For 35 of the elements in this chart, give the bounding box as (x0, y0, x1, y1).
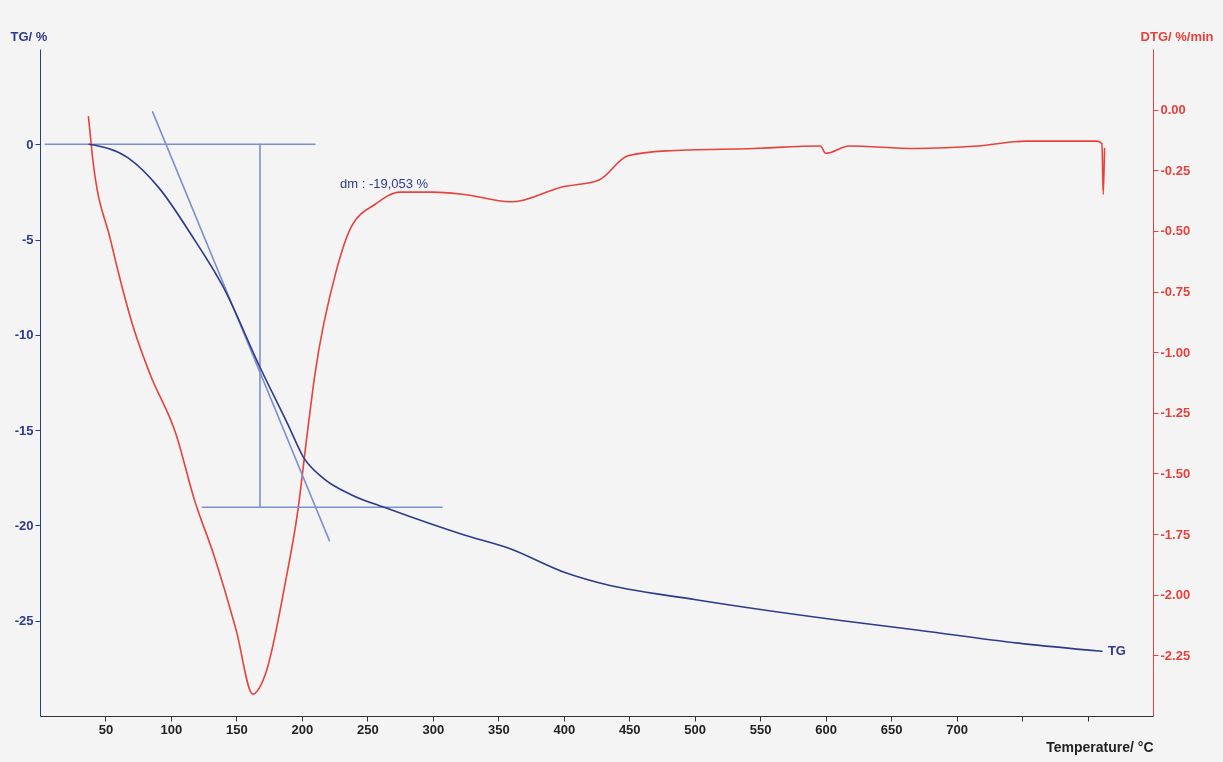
y-tick-label: -10 (14, 327, 34, 343)
x-tick-label: 650 (880, 721, 903, 737)
x-tick-label: 200 (291, 721, 314, 737)
y-tick-label: -5 (21, 232, 34, 248)
y2-tick-label: -0.50 (1160, 223, 1191, 239)
x-tick-label: 450 (618, 721, 641, 737)
y2-tick-label: -0.25 (1160, 162, 1191, 178)
y-tick-label: 0 (26, 136, 34, 152)
annotation: dm : -19,053 % (340, 176, 429, 191)
x-tick-label: 700 (946, 721, 968, 737)
x-tick-label: 100 (160, 721, 183, 737)
series-label: TG (1107, 643, 1126, 659)
y2-tick-label: -1.75 (1160, 526, 1191, 542)
x-tick-label: 250 (357, 721, 379, 737)
x-axis-title: Temperature/ °C (1046, 738, 1154, 755)
x-tick-label: 600 (815, 721, 837, 737)
x-tick-label: 350 (487, 721, 510, 737)
y2-tick-label: -2.00 (1160, 587, 1191, 603)
x-tick-label: 550 (749, 721, 772, 737)
y-tick-label: -25 (14, 613, 34, 629)
y-tick-label: -15 (14, 422, 34, 438)
y2-tick-label: -1.50 (1160, 465, 1191, 481)
y2-tick-label: 0.00 (1160, 102, 1186, 118)
y2-tick-label: -2.25 (1160, 647, 1191, 663)
x-tick-label: 300 (422, 721, 445, 737)
y2-tick-label: -1.25 (1160, 405, 1191, 421)
y-tick-label: -20 (14, 517, 34, 533)
y-axis-title: TG/ % (10, 28, 48, 44)
y2-tick-label: -1.00 (1160, 344, 1191, 360)
x-tick-label: 500 (684, 721, 707, 737)
y2-tick-label: -0.75 (1160, 284, 1191, 300)
x-tick-label: 150 (226, 721, 248, 737)
y2-axis-title: DTG/ %/min (1140, 28, 1214, 44)
x-tick-label: 50 (98, 721, 114, 737)
x-tick-label: 400 (553, 721, 576, 737)
